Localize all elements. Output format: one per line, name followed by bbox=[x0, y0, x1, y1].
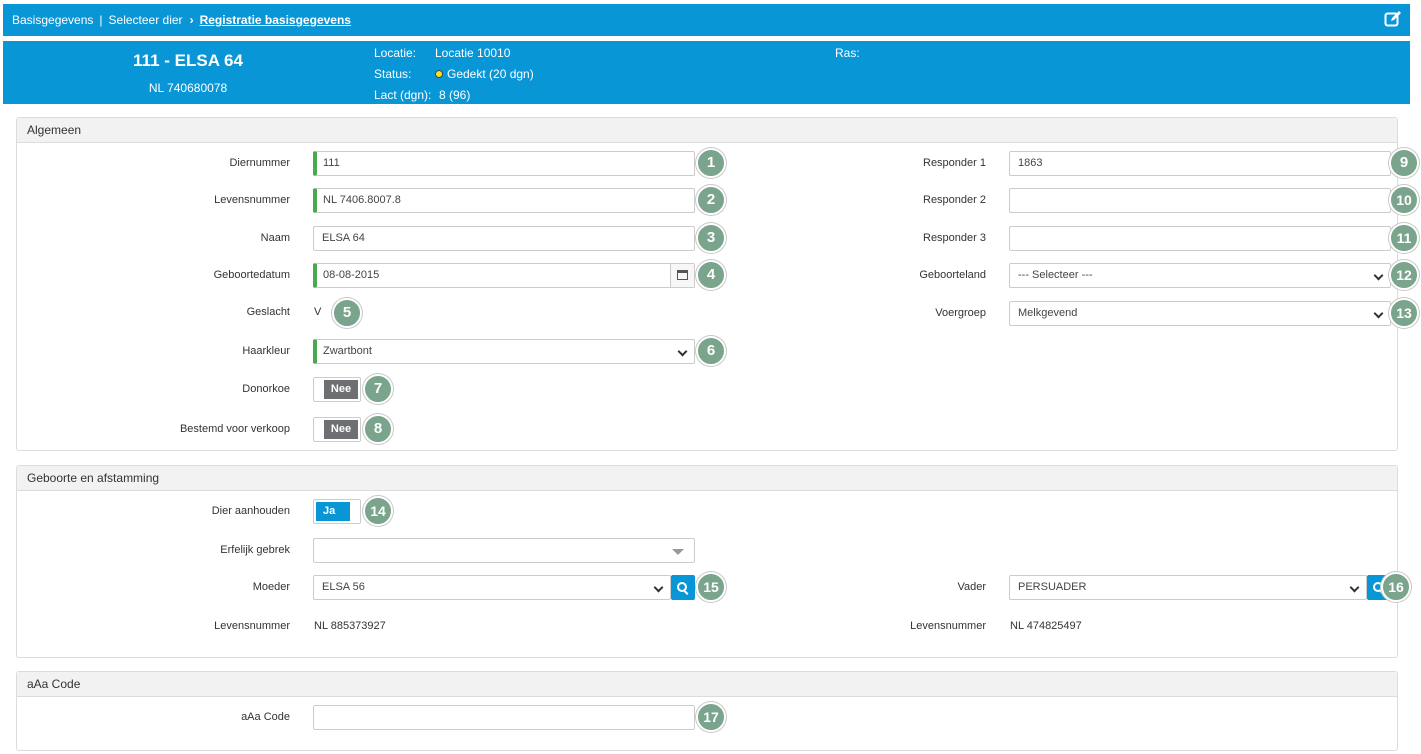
moeder-levensnummer-value: NL 885373927 bbox=[314, 620, 386, 632]
panel-algemeen-title: Algemeen bbox=[17, 118, 1397, 143]
haarkleur-label: Haarkleur bbox=[242, 345, 290, 357]
status-dot-icon bbox=[435, 69, 443, 78]
badge-10: 10 bbox=[1389, 185, 1419, 215]
badge-11: 11 bbox=[1389, 223, 1419, 253]
breadcrumb-current[interactable]: Registratie basisgegevens bbox=[199, 13, 351, 27]
voergroep-select[interactable]: Melkgevend bbox=[1009, 301, 1391, 326]
responder1-label: Responder 1 bbox=[923, 157, 986, 169]
vader-levensnummer-label: Levensnummer bbox=[910, 620, 986, 632]
badge-5: 5 bbox=[332, 298, 362, 328]
geboortedatum-value: 08-08-2015 bbox=[323, 269, 380, 281]
voergroep-label: Voergroep bbox=[935, 307, 986, 319]
dropdown-triangle-icon bbox=[672, 549, 684, 555]
haarkleur-select[interactable]: Zwartbont bbox=[313, 339, 695, 364]
geslacht-label: Geslacht bbox=[246, 306, 290, 318]
geboorteland-label: Geboorteland bbox=[919, 269, 986, 281]
aanhouden-label: Dier aanhouden bbox=[211, 505, 290, 517]
badge-7: 7 bbox=[363, 374, 393, 404]
naam-label: Naam bbox=[260, 232, 290, 244]
badge-1: 1 bbox=[696, 148, 726, 178]
animal-header: 111 - ELSA 64 NL 740680078 Locatie: Loca… bbox=[3, 41, 1410, 104]
badge-17: 17 bbox=[696, 702, 726, 732]
responder2-label: Responder 2 bbox=[923, 194, 986, 206]
aaa-code-label: aAa Code bbox=[241, 711, 290, 723]
breadcrumb-basisgegevens[interactable]: Basisgegevens bbox=[12, 13, 94, 27]
panel-geboorte-title: Geboorte en afstamming bbox=[17, 466, 1397, 491]
responder3-input[interactable] bbox=[1009, 226, 1391, 251]
levensnummer-label: Levensnummer bbox=[214, 194, 290, 206]
moeder-select[interactable]: ELSA 56 bbox=[313, 575, 671, 600]
locatie-value: Locatie 10010 bbox=[435, 46, 511, 60]
badge-16: 16 bbox=[1381, 572, 1411, 602]
vader-select[interactable]: PERSUADER bbox=[1009, 575, 1367, 600]
breadcrumb-selecteer-dier[interactable]: Selecteer dier bbox=[108, 13, 183, 27]
geboortedatum-label: Geboortedatum bbox=[213, 269, 290, 281]
moeder-label: Moeder bbox=[252, 581, 290, 593]
badge-3: 3 bbox=[696, 223, 726, 253]
diernummer-label: Diernummer bbox=[229, 157, 290, 169]
panel-algemeen: Algemeen Diernummer 111 1 Levensnummer N… bbox=[16, 117, 1419, 451]
aanhouden-toggle-value: Ja bbox=[316, 502, 350, 521]
animal-title: 111 - ELSA 64 bbox=[133, 51, 243, 70]
verkoop-toggle[interactable]: Nee bbox=[313, 417, 361, 442]
vader-levensnummer-value: NL 474825497 bbox=[1010, 620, 1082, 632]
panel-aaa-title: aAa Code bbox=[17, 672, 1397, 697]
status-value: Gedekt (20 dgn) bbox=[447, 67, 534, 81]
badge-2: 2 bbox=[696, 185, 726, 215]
diernummer-input[interactable]: 111 bbox=[313, 151, 695, 176]
status-value-wrap: Gedekt (20 dgn) bbox=[435, 67, 534, 81]
aaa-code-input[interactable] bbox=[313, 705, 695, 730]
chevron-right-icon: › bbox=[189, 13, 194, 27]
status-label: Status: bbox=[374, 67, 412, 81]
badge-8: 8 bbox=[363, 414, 393, 444]
moeder-search-icon[interactable] bbox=[671, 575, 695, 600]
panel-geboorte: Geboorte en afstamming Dier aanhouden Ja… bbox=[16, 465, 1411, 658]
breadcrumb-separator: | bbox=[99, 13, 103, 27]
responder3-label: Responder 3 bbox=[923, 232, 986, 244]
levensnummer-input[interactable]: NL 7406.8007.8 bbox=[313, 188, 695, 213]
gebrek-label: Erfelijk gebrek bbox=[220, 544, 290, 556]
badge-13: 13 bbox=[1389, 298, 1419, 328]
animal-life-number: NL 740680078 bbox=[148, 81, 228, 95]
vader-label: Vader bbox=[957, 581, 986, 593]
naam-input[interactable]: ELSA 64 bbox=[313, 226, 695, 251]
gebrek-select[interactable] bbox=[313, 538, 695, 563]
moeder-levensnummer-label: Levensnummer bbox=[214, 620, 290, 632]
panel-aaa: aAa Code aAa Code 17 bbox=[16, 671, 1398, 751]
badge-12: 12 bbox=[1389, 260, 1419, 290]
donorkoe-toggle-value: Nee bbox=[324, 380, 358, 399]
badge-14: 14 bbox=[363, 496, 393, 526]
responder2-input[interactable] bbox=[1009, 188, 1391, 213]
locatie-label: Locatie: bbox=[374, 46, 417, 60]
geslacht-value: V bbox=[314, 306, 322, 318]
ras-label: Ras: bbox=[835, 46, 860, 60]
badge-15: 15 bbox=[696, 572, 726, 602]
responder1-input[interactable]: 1863 bbox=[1009, 151, 1391, 176]
lact-value: 8 (96) bbox=[439, 88, 471, 102]
aanhouden-toggle[interactable]: Ja bbox=[313, 499, 361, 524]
geboortedatum-input[interactable]: 08-08-2015 bbox=[313, 263, 695, 288]
verkoop-toggle-value: Nee bbox=[324, 420, 358, 439]
donorkoe-toggle[interactable]: Nee bbox=[313, 377, 361, 402]
badge-9: 9 bbox=[1389, 148, 1419, 178]
donorkoe-label: Donorkoe bbox=[242, 383, 290, 395]
edit-icon[interactable] bbox=[1384, 10, 1402, 28]
lact-label: Lact (dgn): bbox=[374, 88, 432, 102]
breadcrumb-bar: Basisgegevens | Selecteer dier › Registr… bbox=[3, 4, 1410, 36]
badge-6: 6 bbox=[696, 336, 726, 366]
badge-4: 4 bbox=[696, 260, 726, 290]
calendar-icon[interactable] bbox=[670, 264, 694, 287]
geboorteland-select[interactable]: --- Selecteer --- bbox=[1009, 263, 1391, 288]
verkoop-label: Bestemd voor verkoop bbox=[179, 423, 290, 435]
